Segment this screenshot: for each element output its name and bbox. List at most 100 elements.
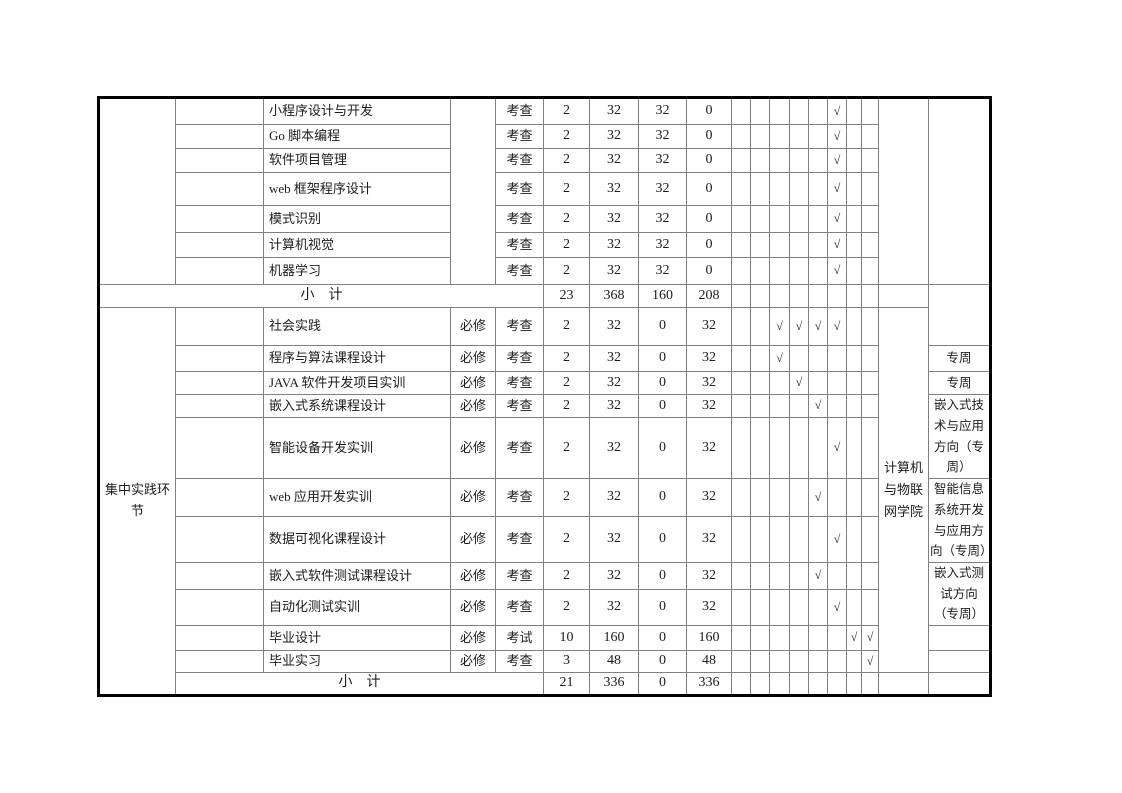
semester-cell xyxy=(789,650,809,673)
semester-check-cell: √ xyxy=(827,124,847,149)
semester-cell xyxy=(827,371,847,395)
empty-cell xyxy=(175,148,264,173)
semester-cell xyxy=(750,562,770,590)
semester-cell xyxy=(750,589,770,626)
empty-cell xyxy=(175,232,264,258)
semester-cell xyxy=(769,516,790,563)
theory-hours-cell: 0 xyxy=(638,516,687,563)
semester-cell xyxy=(808,148,828,173)
remark-cell xyxy=(928,625,991,651)
category-cell: 集中实践环节 xyxy=(98,307,176,696)
semester-cell xyxy=(789,394,809,418)
table-row: 毕业实习 必修 考查 3 48 0 48 √ xyxy=(99,650,991,673)
course-cell: 毕业实习 xyxy=(263,650,451,673)
semester-cell xyxy=(750,124,770,149)
exam-type-cell: 考查 xyxy=(495,97,544,125)
total-hours-cell: 32 xyxy=(589,205,639,233)
semester-cell xyxy=(808,257,828,285)
practice-hours-cell: 32 xyxy=(686,417,732,479)
college-cell xyxy=(878,284,929,308)
theory-hours-cell: 0 xyxy=(638,394,687,418)
semester-cell xyxy=(769,124,790,149)
semester-cell xyxy=(731,650,751,673)
practice-hours-cell: 32 xyxy=(686,371,732,395)
semester-cell xyxy=(731,172,751,206)
credits-cell: 2 xyxy=(543,232,590,258)
semester-cell xyxy=(769,562,790,590)
total-hours-cell: 32 xyxy=(589,345,639,372)
semester-cell xyxy=(861,205,879,233)
total-hours-cell: 32 xyxy=(589,148,639,173)
semester-cell xyxy=(750,284,770,308)
semester-cell xyxy=(769,257,790,285)
semester-cell xyxy=(827,478,847,517)
semester-cell xyxy=(731,562,751,590)
semester-check-cell: √ xyxy=(861,650,879,673)
theory-hours-cell: 0 xyxy=(638,650,687,673)
course-cell: 嵌入式系统课程设计 xyxy=(263,394,451,418)
semester-cell xyxy=(769,148,790,173)
semester-cell xyxy=(808,589,828,626)
theory-hours-cell: 0 xyxy=(638,562,687,590)
semester-cell xyxy=(731,205,751,233)
semester-cell xyxy=(731,478,751,517)
empty-cell xyxy=(175,124,264,149)
semester-cell xyxy=(808,516,828,563)
semester-cell xyxy=(769,371,790,395)
semester-cell xyxy=(846,345,862,372)
total-hours-cell: 160 xyxy=(589,625,639,651)
total-hours-cell: 368 xyxy=(589,284,639,308)
table-row: 程序与算法课程设计 必修 考查 2 32 0 32 √ 专周 xyxy=(99,345,991,372)
semester-cell xyxy=(789,205,809,233)
theory-hours-cell: 32 xyxy=(638,97,687,125)
exam-type-cell: 考查 xyxy=(495,371,544,395)
semester-cell xyxy=(861,232,879,258)
semester-cell xyxy=(750,345,770,372)
table-row: JAVA 软件开发项目实训 必修 考查 2 32 0 32 √ 专周 xyxy=(99,371,991,395)
table-row: 机器学习 考查 2 32 32 0 √ xyxy=(99,257,991,285)
semester-cell xyxy=(808,672,828,696)
semester-cell xyxy=(846,205,862,233)
remark-cell: 嵌入式技术与应用方向（专周） xyxy=(928,394,991,479)
semester-cell xyxy=(861,345,879,372)
remark-cell: 专周 xyxy=(928,345,991,372)
exam-type-cell: 考查 xyxy=(495,417,544,479)
semester-cell xyxy=(789,345,809,372)
semester-cell xyxy=(789,232,809,258)
theory-hours-cell: 0 xyxy=(638,672,687,696)
credits-cell: 2 xyxy=(543,205,590,233)
total-hours-cell: 32 xyxy=(589,172,639,206)
semester-cell xyxy=(861,478,879,517)
remark-cell: 专周 xyxy=(928,371,991,395)
total-hours-cell: 32 xyxy=(589,97,639,125)
credits-cell: 2 xyxy=(543,478,590,517)
theory-hours-cell: 32 xyxy=(638,205,687,233)
subtotal-row: 小 计 21 336 0 336 xyxy=(99,672,991,696)
credits-cell: 2 xyxy=(543,417,590,479)
semester-cell xyxy=(769,97,790,125)
semester-cell xyxy=(769,672,790,696)
course-cell: 嵌入式软件测试课程设计 xyxy=(263,562,451,590)
course-cell: web 应用开发实训 xyxy=(263,478,451,517)
theory-hours-cell: 0 xyxy=(638,371,687,395)
semester-cell xyxy=(750,650,770,673)
empty-cell xyxy=(175,562,264,590)
course-cell: 毕业设计 xyxy=(263,625,451,651)
semester-cell xyxy=(789,625,809,651)
semester-cell xyxy=(769,205,790,233)
exam-type-cell: 考查 xyxy=(495,172,544,206)
semester-check-cell: √ xyxy=(769,307,790,346)
empty-cell xyxy=(175,625,264,651)
practice-hours-cell: 0 xyxy=(686,257,732,285)
remark-cell xyxy=(928,97,991,285)
credits-cell: 2 xyxy=(543,307,590,346)
theory-hours-cell: 32 xyxy=(638,232,687,258)
credits-cell: 21 xyxy=(543,672,590,696)
semester-cell xyxy=(846,307,862,346)
semester-check-cell: √ xyxy=(861,625,879,651)
credits-cell: 2 xyxy=(543,589,590,626)
semester-cell xyxy=(750,672,770,696)
semester-cell xyxy=(846,97,862,125)
semester-cell xyxy=(808,172,828,206)
theory-hours-cell: 0 xyxy=(638,417,687,479)
